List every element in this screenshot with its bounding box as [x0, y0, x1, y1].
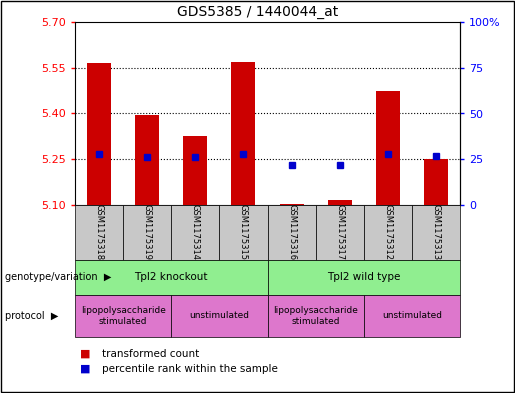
Text: GDS5385 / 1440044_at: GDS5385 / 1440044_at — [177, 5, 338, 19]
Text: ■: ■ — [80, 364, 91, 374]
Text: GSM1175315: GSM1175315 — [239, 204, 248, 261]
Bar — [328, 200, 352, 205]
Bar — [424, 159, 448, 205]
Bar — [231, 62, 255, 205]
Bar — [280, 204, 304, 205]
Text: GSM1175312: GSM1175312 — [383, 204, 392, 261]
Text: Tpl2 knockout: Tpl2 knockout — [134, 272, 208, 283]
Text: GSM1175318: GSM1175318 — [95, 204, 104, 261]
Bar — [87, 63, 111, 205]
Text: lipopolysaccharide
stimulated: lipopolysaccharide stimulated — [81, 306, 165, 326]
Text: unstimulated: unstimulated — [382, 312, 442, 321]
Text: unstimulated: unstimulated — [190, 312, 249, 321]
Text: genotype/variation  ▶: genotype/variation ▶ — [5, 272, 111, 283]
Text: GSM1175316: GSM1175316 — [287, 204, 296, 261]
Text: GSM1175313: GSM1175313 — [432, 204, 440, 261]
Text: lipopolysaccharide
stimulated: lipopolysaccharide stimulated — [273, 306, 358, 326]
Text: ■: ■ — [80, 349, 91, 359]
Bar — [183, 136, 208, 205]
Text: Tpl2 wild type: Tpl2 wild type — [327, 272, 401, 283]
Text: percentile rank within the sample: percentile rank within the sample — [102, 364, 278, 374]
Text: GSM1175319: GSM1175319 — [143, 204, 152, 261]
Text: protocol  ▶: protocol ▶ — [5, 311, 58, 321]
Text: GSM1175317: GSM1175317 — [335, 204, 344, 261]
Text: GSM1175314: GSM1175314 — [191, 204, 200, 261]
Bar — [135, 115, 159, 205]
Text: transformed count: transformed count — [102, 349, 199, 359]
Bar — [376, 91, 400, 205]
